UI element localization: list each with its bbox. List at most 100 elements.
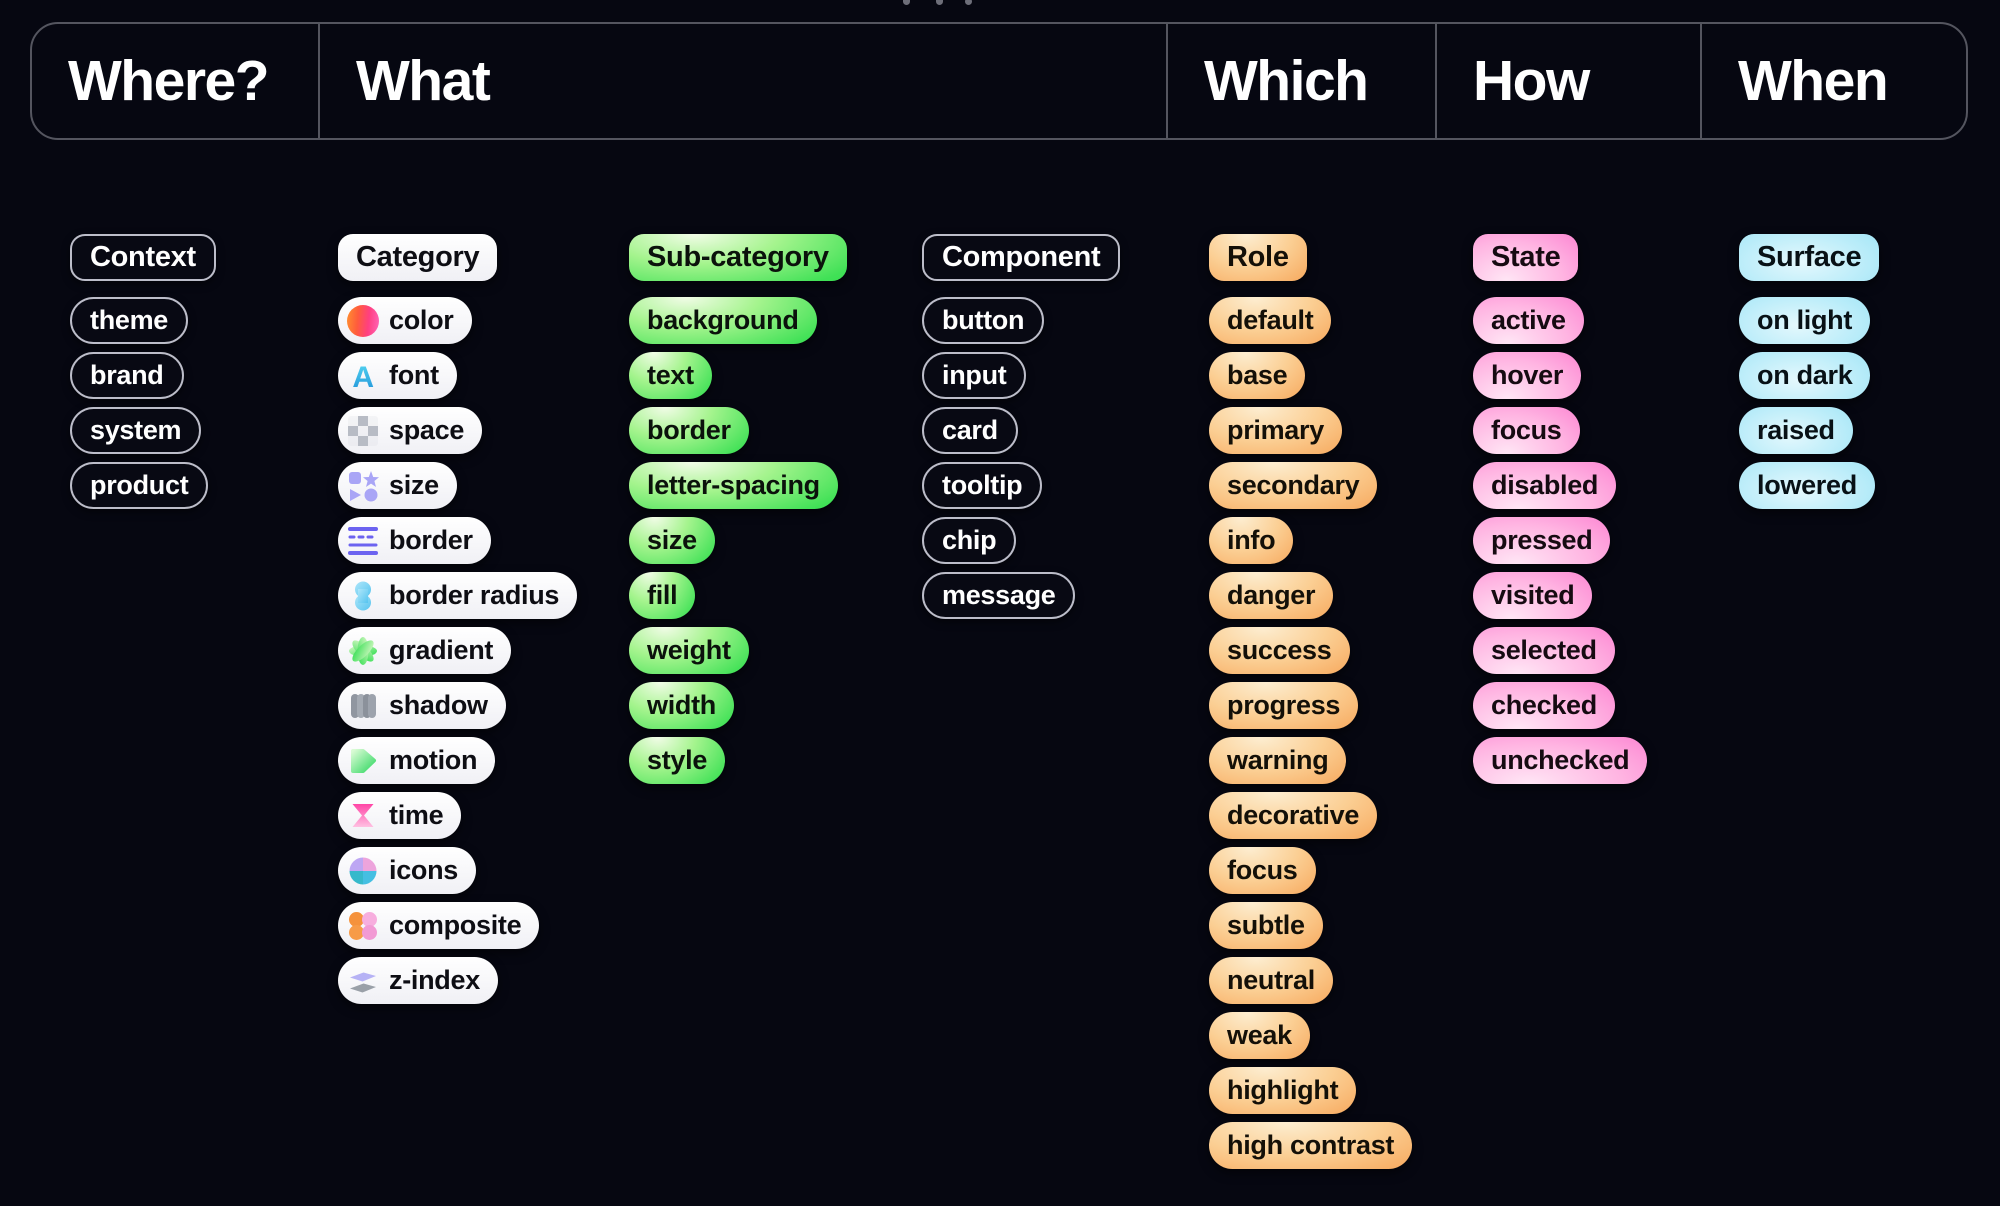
pill-label: pressed: [1491, 525, 1593, 555]
pill-category-size: size: [338, 462, 457, 509]
column-role: Role default base primary secondary info dange…: [1209, 234, 1413, 1169]
pill-label: border: [647, 415, 731, 445]
pill-context-theme: theme: [70, 297, 189, 344]
pill-state-visited: visited: [1473, 572, 1593, 619]
pill-label: weak: [1227, 1020, 1292, 1050]
pill-state-disabled: disabled: [1473, 462, 1617, 509]
pill-category-z-index: z-index: [338, 957, 498, 1004]
pill-category-icons: icons: [338, 847, 477, 894]
pill-sub-category-size: size: [629, 517, 715, 564]
pill-label: space: [389, 415, 465, 445]
pill-label: high contrast: [1227, 1130, 1395, 1160]
column-header-sub-category: Sub-category: [629, 234, 847, 281]
pill-label: gradient: [389, 635, 494, 665]
pill-category-composite: composite: [338, 902, 540, 949]
column-header-surface: Surface: [1739, 234, 1880, 281]
pill-role-focus: focus: [1209, 847, 1316, 894]
column-header-label: Sub-category: [647, 241, 829, 273]
pill-category-time: time: [338, 792, 462, 839]
column-state: State active hover focus disabled pressed visi…: [1473, 234, 1648, 784]
pill-label: size: [389, 470, 439, 500]
pill-state-hover: hover: [1473, 352, 1582, 399]
pill-category-shadow: shadow: [338, 682, 506, 729]
pill-label: progress: [1227, 690, 1341, 720]
pill-label: size: [647, 525, 697, 555]
header-cell-label: What: [356, 49, 491, 113]
pill-label: visited: [1491, 580, 1575, 610]
header-cell-when: When: [1702, 24, 1966, 138]
cropped-text-artifact: [903, 0, 983, 6]
question-header: Where? What Which How When: [30, 22, 1968, 140]
gradient-flower-icon: [346, 634, 380, 668]
capsule-icon: [346, 579, 380, 613]
column-header-label: Component: [942, 241, 1101, 273]
pill-label: product: [90, 470, 189, 500]
pill-sub-category-border: border: [629, 407, 749, 454]
pill-sub-category-text: text: [629, 352, 712, 399]
pill-state-pressed: pressed: [1473, 517, 1611, 564]
pill-label: on light: [1757, 305, 1853, 335]
pill-label: brand: [90, 360, 164, 390]
pill-role-primary: primary: [1209, 407, 1342, 454]
column-header-label: Surface: [1757, 241, 1862, 273]
pill-role-info: info: [1209, 517, 1294, 564]
pill-label: time: [389, 800, 444, 830]
pill-label: composite: [389, 910, 522, 940]
pill-sub-category-letter-spacing: letter-spacing: [629, 462, 838, 509]
pinwheel-icon: [346, 854, 380, 888]
pill-role-decorative: decorative: [1209, 792, 1378, 839]
pill-role-highlight: highlight: [1209, 1067, 1357, 1114]
header-cell-which: Which: [1168, 24, 1437, 138]
pill-category-motion: motion: [338, 737, 496, 784]
pill-label: highlight: [1227, 1075, 1339, 1105]
flower-icon: [346, 909, 380, 943]
pill-label: z-index: [389, 965, 480, 995]
pill-surface-on-dark: on dark: [1739, 352, 1871, 399]
pill-role-subtle: subtle: [1209, 902, 1323, 949]
column-header-state: State: [1473, 234, 1579, 281]
cropped-glyph: [903, 0, 910, 5]
shadow-blob-icon: [346, 689, 380, 723]
checkerboard-icon: [346, 414, 380, 448]
pill-label: base: [1227, 360, 1288, 390]
pill-component-chip: chip: [922, 517, 1017, 564]
pill-label: letter-spacing: [647, 470, 820, 500]
pill-label: input: [942, 360, 1007, 390]
hourglass-icon: [346, 799, 380, 833]
pill-component-tooltip: tooltip: [922, 462, 1043, 509]
pill-sub-category-width: width: [629, 682, 734, 729]
column-header-label: Context: [90, 241, 196, 273]
pill-label: system: [90, 415, 182, 445]
pill-category-color: color: [338, 297, 472, 344]
pill-label: border: [389, 525, 473, 555]
pill-component-button: button: [922, 297, 1045, 344]
pill-state-checked: checked: [1473, 682, 1615, 729]
column-context: Context theme brand system product: [70, 234, 216, 509]
pill-role-progress: progress: [1209, 682, 1359, 729]
header-cell-label: Which: [1204, 49, 1369, 113]
pill-label: neutral: [1227, 965, 1315, 995]
pill-sub-category-weight: weight: [629, 627, 749, 674]
pill-label: secondary: [1227, 470, 1360, 500]
pill-label: unchecked: [1491, 745, 1630, 775]
pill-label: decorative: [1227, 800, 1360, 830]
pill-component-input: input: [922, 352, 1027, 399]
pill-sub-category-style: style: [629, 737, 726, 784]
column-header-category: Category: [338, 234, 498, 281]
pill-label: checked: [1491, 690, 1597, 720]
column-surface: Surface on light on dark raised lowered: [1739, 234, 1880, 509]
pill-label: theme: [90, 305, 169, 335]
column-header-label: Category: [356, 241, 480, 273]
pill-label: focus: [1491, 415, 1562, 445]
pill-label: message: [942, 580, 1056, 610]
column-header-label: Role: [1227, 241, 1289, 273]
shapes-icon: [346, 469, 380, 503]
pill-context-system: system: [70, 407, 202, 454]
column-sub-category: Sub-category background text border letter-s…: [629, 234, 847, 784]
pill-label: focus: [1227, 855, 1298, 885]
layers-icon: [346, 964, 380, 998]
cropped-glyph: [936, 0, 943, 5]
pill-role-high-contrast: high contrast: [1209, 1122, 1413, 1169]
